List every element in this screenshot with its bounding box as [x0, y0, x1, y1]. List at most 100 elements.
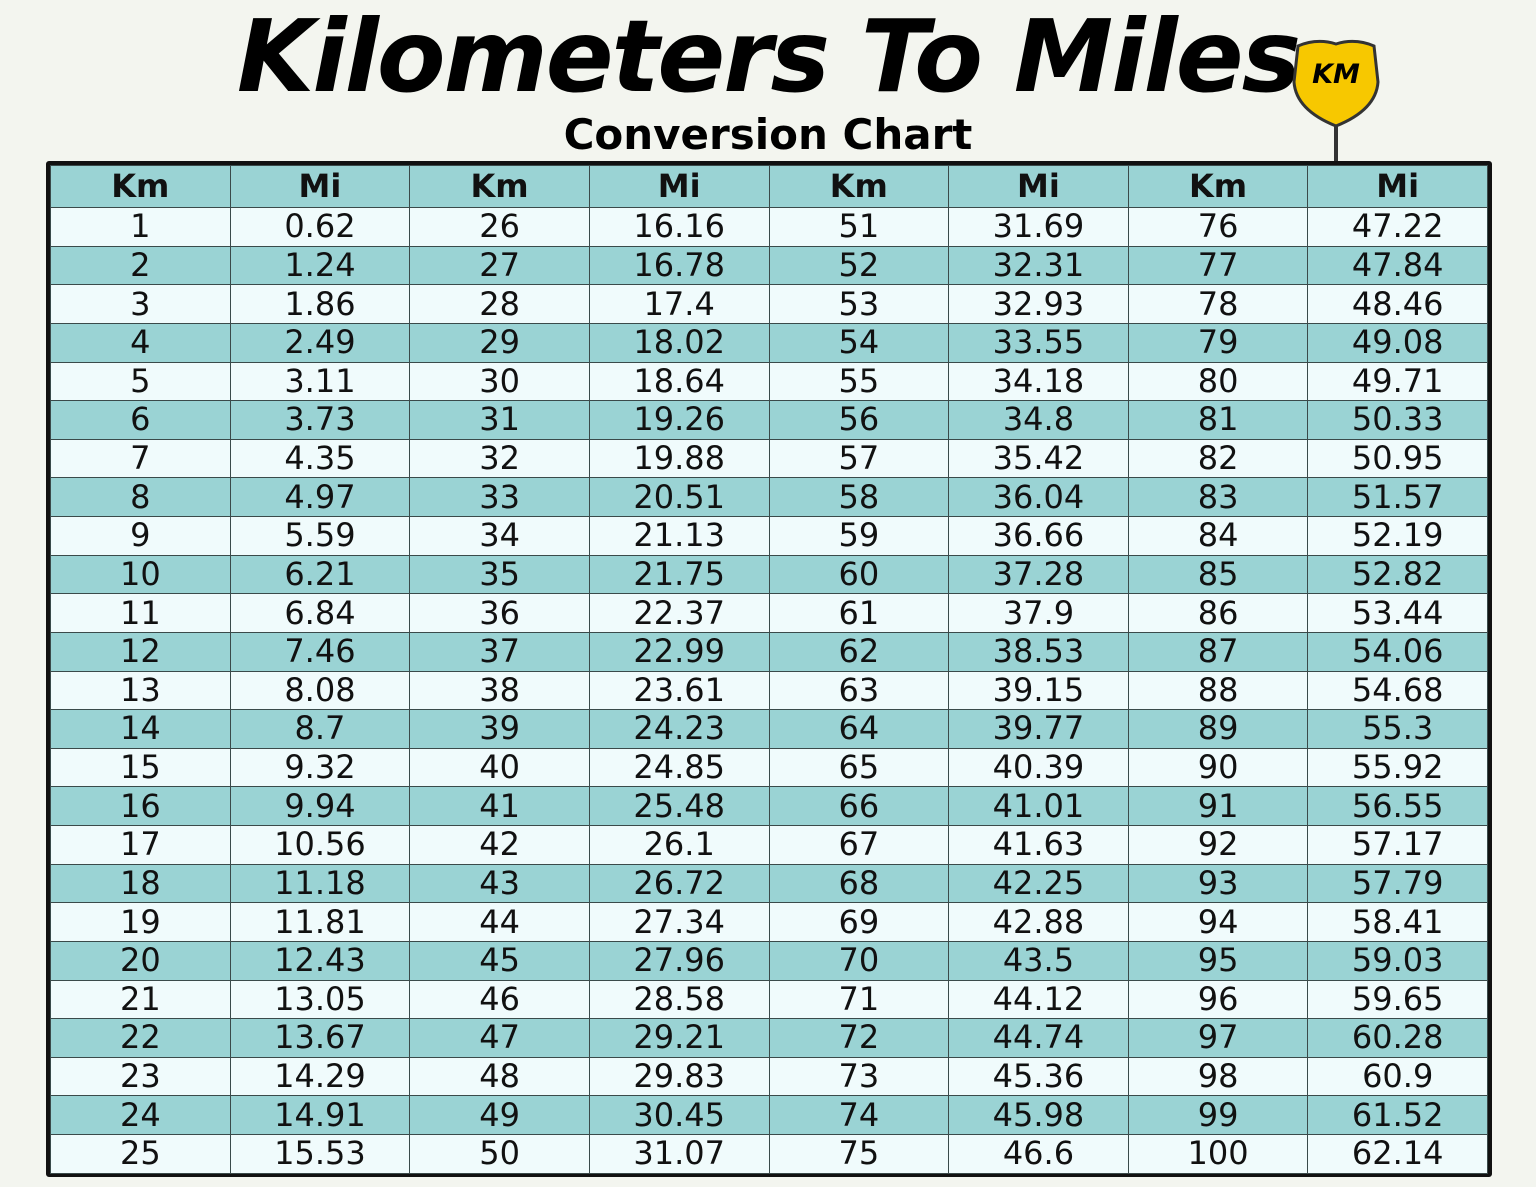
- mi-cell: 29.21: [588, 1018, 770, 1058]
- km-cell: 17: [50, 825, 231, 865]
- page-subtitle: Conversion Chart: [563, 110, 973, 159]
- km-cell: 27: [409, 245, 590, 286]
- km-cell: 91: [1127, 786, 1309, 826]
- km-cell: 43: [409, 863, 590, 904]
- km-cell: 12: [50, 631, 231, 672]
- mi-cell: 33.55: [948, 322, 1129, 363]
- table-row: 24 14.91 49 30.45 74 45.98 99 61.52: [50, 1095, 1488, 1135]
- km-cell: 51: [768, 207, 950, 247]
- mi-cell: 42.25: [948, 863, 1129, 904]
- conversion-table-frame: Km Mi Km Mi Km Mi Km Mi 1 0.62 26 16.16 51 31.69 76 47…: [46, 161, 1492, 1177]
- km-cell: 7: [50, 438, 231, 479]
- table-row: 2 1.24 27 16.78 52 32.31 77 47.84: [50, 245, 1488, 286]
- mi-cell: 5.59: [229, 516, 411, 556]
- km-cell: 21: [50, 979, 231, 1020]
- km-cell: 63: [768, 670, 950, 711]
- km-cell: 96: [1127, 979, 1309, 1020]
- mi-cell: 4.97: [229, 477, 411, 517]
- mi-cell: 17.4: [588, 284, 770, 324]
- table-row: 4 2.49 29 18.02 54 33.55 79 49.08: [50, 322, 1488, 363]
- km-cell: 1: [50, 207, 231, 247]
- road-sign-icon: [1292, 39, 1380, 164]
- mi-cell: 59.03: [1307, 940, 1488, 981]
- km-cell: 73: [768, 1056, 950, 1097]
- km-cell: 58: [768, 477, 950, 517]
- mi-cell: 15.53: [229, 1134, 411, 1174]
- column-header-mi: Mi: [1307, 165, 1488, 208]
- km-cell: 61: [768, 593, 950, 633]
- km-cell: 79: [1127, 322, 1309, 363]
- mi-cell: 38.53: [948, 631, 1129, 672]
- km-cell: 6: [50, 400, 231, 440]
- table-row: 16 9.94 41 25.48 66 41.01 91 56.55: [50, 786, 1488, 826]
- mi-cell: 57.17: [1307, 825, 1488, 865]
- mi-cell: 27.34: [588, 902, 770, 942]
- km-cell: 45: [409, 940, 590, 981]
- km-cell: 55: [768, 361, 950, 402]
- km-cell: 10: [50, 554, 231, 595]
- mi-cell: 41.01: [948, 786, 1129, 826]
- table-row: 18 11.18 43 26.72 68 42.25 93 57.79: [50, 863, 1488, 904]
- mi-cell: 31.07: [588, 1134, 770, 1174]
- km-cell: 76: [1127, 207, 1309, 247]
- mi-cell: 58.41: [1307, 902, 1488, 942]
- column-header-mi: Mi: [229, 165, 411, 208]
- conversion-table: Km Mi Km Mi Km Mi Km Mi 1 0.62 26 16.16 51 31.69 76 47…: [50, 165, 1488, 1174]
- km-cell: 49: [409, 1095, 590, 1135]
- mi-cell: 10.56: [229, 825, 411, 865]
- table-row: 1 0.62 26 16.16 51 31.69 76 47.22: [50, 207, 1488, 247]
- km-cell: 90: [1127, 747, 1309, 788]
- km-cell: 15: [50, 747, 231, 788]
- km-cell: 4: [50, 322, 231, 363]
- km-cell: 41: [409, 786, 590, 826]
- km-cell: 19: [50, 902, 231, 942]
- km-cell: 85: [1127, 554, 1309, 595]
- km-cell: 93: [1127, 863, 1309, 904]
- mi-cell: 36.04: [948, 477, 1129, 517]
- km-cell: 14: [50, 709, 231, 749]
- table-row: 3 1.86 28 17.4 53 32.93 78 48.46: [50, 284, 1488, 324]
- mi-cell: 11.81: [229, 902, 411, 942]
- km-cell: 95: [1127, 940, 1309, 981]
- mi-cell: 7.46: [229, 631, 411, 672]
- mi-cell: 16.16: [588, 207, 770, 247]
- km-cell: 16: [50, 786, 231, 826]
- mi-cell: 18.02: [588, 322, 770, 363]
- mi-cell: 34.8: [948, 400, 1129, 440]
- km-cell: 67: [768, 825, 950, 865]
- km-cell: 92: [1127, 825, 1309, 865]
- km-cell: 25: [50, 1134, 231, 1174]
- mi-cell: 26.72: [588, 863, 770, 904]
- mi-cell: 1.86: [229, 284, 411, 324]
- table-row: 25 15.53 50 31.07 75 46.6 100 62.14: [50, 1134, 1488, 1174]
- km-cell: 75: [768, 1134, 950, 1174]
- km-cell: 30: [409, 361, 590, 402]
- table-row: 22 13.67 47 29.21 72 44.74 97 60.28: [50, 1018, 1488, 1058]
- km-cell: 86: [1127, 593, 1309, 633]
- table-row: 12 7.46 37 22.99 62 38.53 87 54.06: [50, 631, 1488, 672]
- km-cell: 29: [409, 322, 590, 363]
- km-cell: 97: [1127, 1018, 1309, 1058]
- km-cell: 36: [409, 593, 590, 633]
- km-cell: 82: [1127, 438, 1309, 479]
- mi-cell: 29.83: [588, 1056, 770, 1097]
- mi-cell: 32.93: [948, 284, 1129, 324]
- km-cell: 22: [50, 1018, 231, 1058]
- mi-cell: 22.37: [588, 593, 770, 633]
- mi-cell: 30.45: [588, 1095, 770, 1135]
- table-row: 23 14.29 48 29.83 73 45.36 98 60.9: [50, 1056, 1488, 1097]
- mi-cell: 60.28: [1307, 1018, 1488, 1058]
- km-cell: 26: [409, 207, 590, 247]
- km-cell: 32: [409, 438, 590, 479]
- mi-cell: 62.14: [1307, 1134, 1488, 1174]
- km-cell: 64: [768, 709, 950, 749]
- km-cell: 62: [768, 631, 950, 672]
- mi-cell: 36.66: [948, 516, 1129, 556]
- mi-cell: 8.7: [229, 709, 411, 749]
- table-row: 11 6.84 36 22.37 61 37.9 86 53.44: [50, 593, 1488, 633]
- mi-cell: 48.46: [1307, 284, 1488, 324]
- mi-cell: 42.88: [948, 902, 1129, 942]
- km-cell: 39: [409, 709, 590, 749]
- table-row: 20 12.43 45 27.96 70 43.5 95 59.03: [50, 940, 1488, 981]
- km-cell: 72: [768, 1018, 950, 1058]
